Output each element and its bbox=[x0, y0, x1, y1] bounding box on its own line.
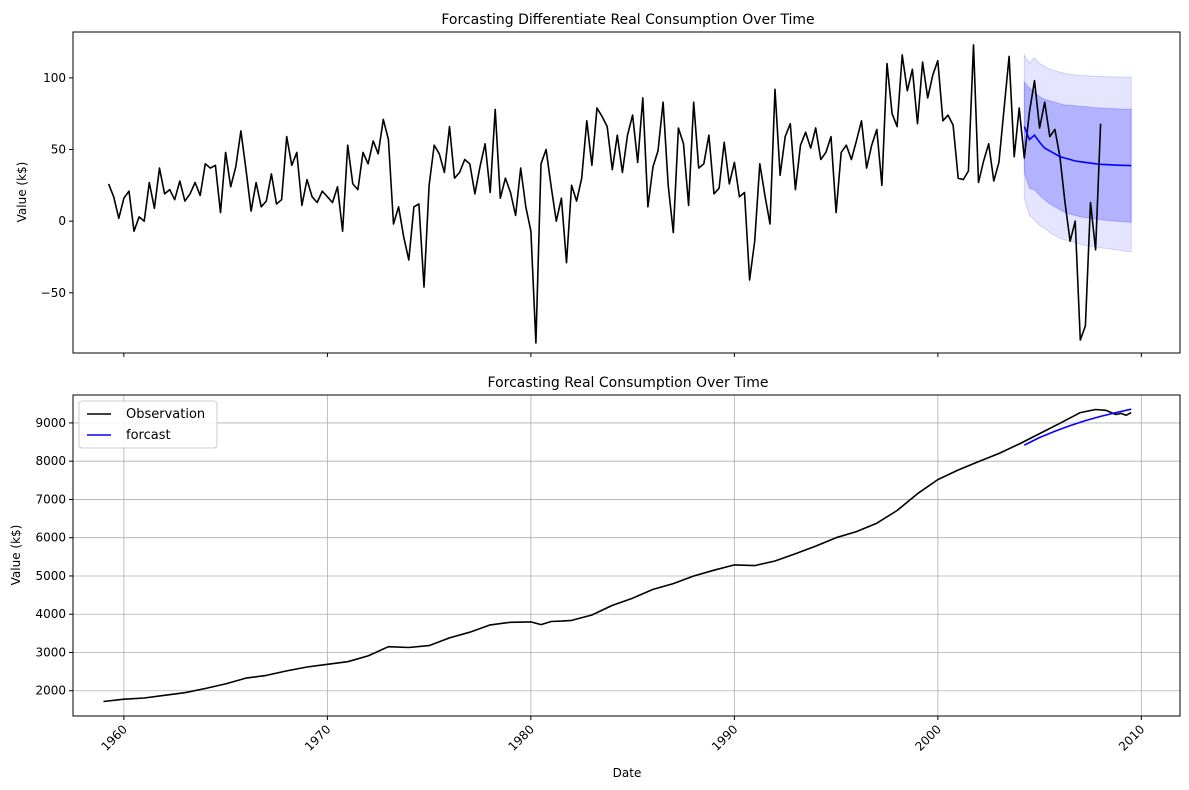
bottom-x-tick-label: 2000 bbox=[912, 722, 943, 753]
legend-forecast-label: forcast bbox=[126, 428, 171, 443]
bottom-y-tick-label: 7000 bbox=[35, 492, 66, 506]
bottom-y-tick-label: 8000 bbox=[35, 454, 66, 468]
bottom-x-tick-label: 1980 bbox=[505, 722, 536, 753]
top-series-lines bbox=[107, 44, 1132, 344]
legend-box bbox=[78, 400, 218, 449]
bottom-x-tick-label: 2010 bbox=[1116, 722, 1147, 753]
bottom-chart: Forcasting Real Consumption Over Time 20… bbox=[9, 375, 1181, 780]
legend-observation-label: Observation bbox=[126, 407, 205, 422]
top-plot-frame bbox=[72, 31, 1181, 354]
bottom-grid bbox=[73, 395, 1180, 716]
top-chart: Forcasting Differentiate Real Consumptio… bbox=[15, 12, 1181, 357]
bottom-y-tick-label: 9000 bbox=[35, 416, 66, 430]
bottom-plot-frame bbox=[72, 394, 1181, 717]
top-axis-ticks: −50 0 50 100 bbox=[41, 71, 1142, 357]
bottom-x-axis-label: Date bbox=[613, 766, 642, 780]
top-y-axis-label: Value (k$) bbox=[15, 162, 29, 223]
bottom-forecast-line bbox=[1023, 408, 1132, 446]
top-outer-confidence-band bbox=[1023, 53, 1132, 253]
top-observation-line bbox=[107, 44, 1102, 344]
top-forecast-line bbox=[1023, 126, 1132, 167]
top-y-tick-label: 100 bbox=[43, 71, 66, 85]
bottom-y-tick-label: 3000 bbox=[35, 645, 66, 659]
top-chart-title: Forcasting Differentiate Real Consumptio… bbox=[441, 12, 814, 28]
bottom-y-tick-label: 4000 bbox=[35, 607, 66, 621]
top-y-tick-label: 0 bbox=[58, 214, 66, 228]
top-y-tick-label: −50 bbox=[41, 286, 66, 300]
bottom-x-tick-label: 1960 bbox=[98, 722, 129, 753]
bottom-y-tick-label: 5000 bbox=[35, 569, 66, 583]
bottom-y-tick-label: 6000 bbox=[35, 531, 66, 545]
bottom-x-tick-label: 1970 bbox=[302, 722, 333, 753]
bottom-x-tick-label: 1990 bbox=[709, 722, 740, 753]
bottom-axis-ticks: 2000 3000 4000 5000 6000 7000 8000 9000 1960 1970… bbox=[35, 416, 1147, 754]
legend: Observation forcast bbox=[78, 400, 218, 449]
bottom-y-tick-label: 2000 bbox=[35, 684, 66, 698]
bottom-y-axis-label: Value (k$) bbox=[9, 525, 23, 586]
bottom-chart-title: Forcasting Real Consumption Over Time bbox=[488, 375, 769, 391]
bottom-series-lines bbox=[103, 408, 1132, 703]
top-y-tick-label: 50 bbox=[51, 143, 66, 157]
top-confidence-bands bbox=[1023, 53, 1132, 253]
bottom-observation-line bbox=[103, 408, 1132, 703]
top-inner-confidence-band bbox=[1023, 80, 1132, 224]
